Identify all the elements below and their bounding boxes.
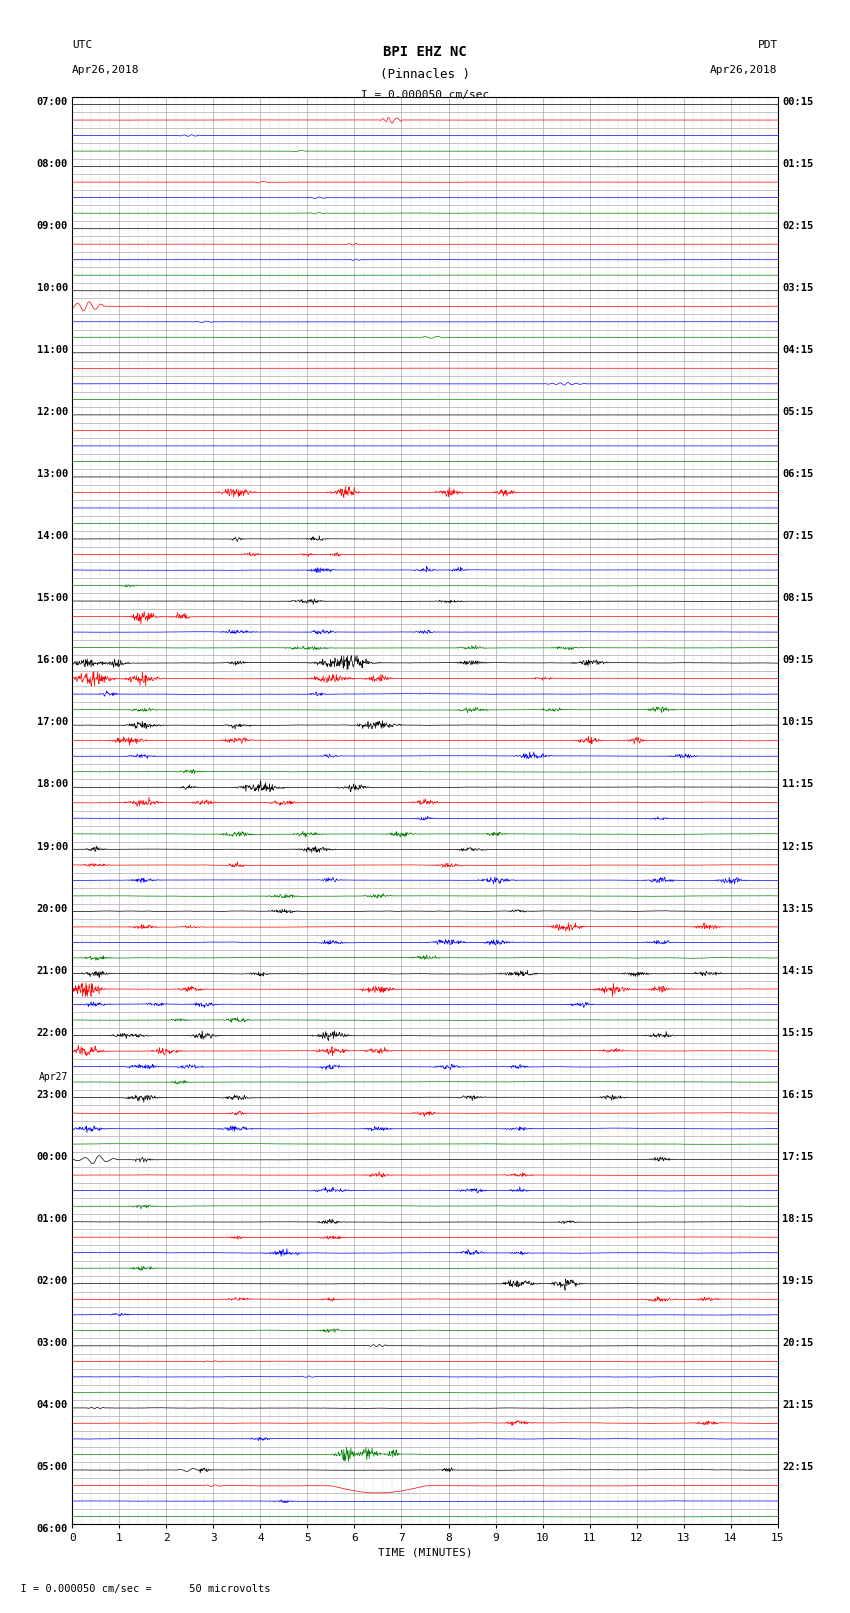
Text: 10:00: 10:00 xyxy=(37,282,68,294)
Text: 08:00: 08:00 xyxy=(37,158,68,169)
Text: 00:00: 00:00 xyxy=(37,1152,68,1161)
Text: Apr26,2018: Apr26,2018 xyxy=(711,65,778,74)
Text: 11:00: 11:00 xyxy=(37,345,68,355)
Text: 14:15: 14:15 xyxy=(782,966,813,976)
Text: 19:00: 19:00 xyxy=(37,842,68,852)
Text: 20:15: 20:15 xyxy=(782,1339,813,1348)
Text: 15:15: 15:15 xyxy=(782,1027,813,1037)
Text: 09:15: 09:15 xyxy=(782,655,813,666)
Text: PDT: PDT xyxy=(757,40,778,50)
Text: 01:00: 01:00 xyxy=(37,1215,68,1224)
Text: 10:15: 10:15 xyxy=(782,718,813,727)
X-axis label: TIME (MINUTES): TIME (MINUTES) xyxy=(377,1547,473,1558)
Text: 09:00: 09:00 xyxy=(37,221,68,231)
Text: 18:15: 18:15 xyxy=(782,1215,813,1224)
Text: 03:00: 03:00 xyxy=(37,1339,68,1348)
Text: 16:15: 16:15 xyxy=(782,1090,813,1100)
Text: 11:15: 11:15 xyxy=(782,779,813,789)
Text: 07:15: 07:15 xyxy=(782,531,813,542)
Text: 08:15: 08:15 xyxy=(782,594,813,603)
Text: 18:00: 18:00 xyxy=(37,779,68,789)
Text: 04:00: 04:00 xyxy=(37,1400,68,1410)
Text: 06:00: 06:00 xyxy=(37,1524,68,1534)
Text: 15:00: 15:00 xyxy=(37,594,68,603)
Text: 21:15: 21:15 xyxy=(782,1400,813,1410)
Text: 20:00: 20:00 xyxy=(37,903,68,913)
Text: 12:00: 12:00 xyxy=(37,406,68,418)
Text: 23:00: 23:00 xyxy=(37,1090,68,1100)
Text: 13:00: 13:00 xyxy=(37,469,68,479)
Text: 16:00: 16:00 xyxy=(37,655,68,666)
Text: 00:15: 00:15 xyxy=(782,97,813,106)
Text: 22:00: 22:00 xyxy=(37,1027,68,1037)
Text: 07:00: 07:00 xyxy=(37,97,68,106)
Text: 04:15: 04:15 xyxy=(782,345,813,355)
Text: 02:00: 02:00 xyxy=(37,1276,68,1286)
Text: BPI EHZ NC: BPI EHZ NC xyxy=(383,45,467,60)
Text: 22:15: 22:15 xyxy=(782,1463,813,1473)
Text: 14:00: 14:00 xyxy=(37,531,68,542)
Text: 13:15: 13:15 xyxy=(782,903,813,913)
Text: 01:15: 01:15 xyxy=(782,158,813,169)
Text: 19:15: 19:15 xyxy=(782,1276,813,1286)
Text: 21:00: 21:00 xyxy=(37,966,68,976)
Text: I = 0.000050 cm/sec =      50 microvolts: I = 0.000050 cm/sec = 50 microvolts xyxy=(8,1584,271,1594)
Text: 06:15: 06:15 xyxy=(782,469,813,479)
Text: 17:00: 17:00 xyxy=(37,718,68,727)
Text: 03:15: 03:15 xyxy=(782,282,813,294)
Text: Apr27: Apr27 xyxy=(38,1073,68,1082)
Text: 17:15: 17:15 xyxy=(782,1152,813,1161)
Text: 12:15: 12:15 xyxy=(782,842,813,852)
Text: Apr26,2018: Apr26,2018 xyxy=(72,65,139,74)
Text: UTC: UTC xyxy=(72,40,93,50)
Text: 05:15: 05:15 xyxy=(782,406,813,418)
Text: 02:15: 02:15 xyxy=(782,221,813,231)
Text: I = 0.000050 cm/sec: I = 0.000050 cm/sec xyxy=(361,90,489,100)
Text: 05:00: 05:00 xyxy=(37,1463,68,1473)
Text: (Pinnacles ): (Pinnacles ) xyxy=(380,68,470,81)
